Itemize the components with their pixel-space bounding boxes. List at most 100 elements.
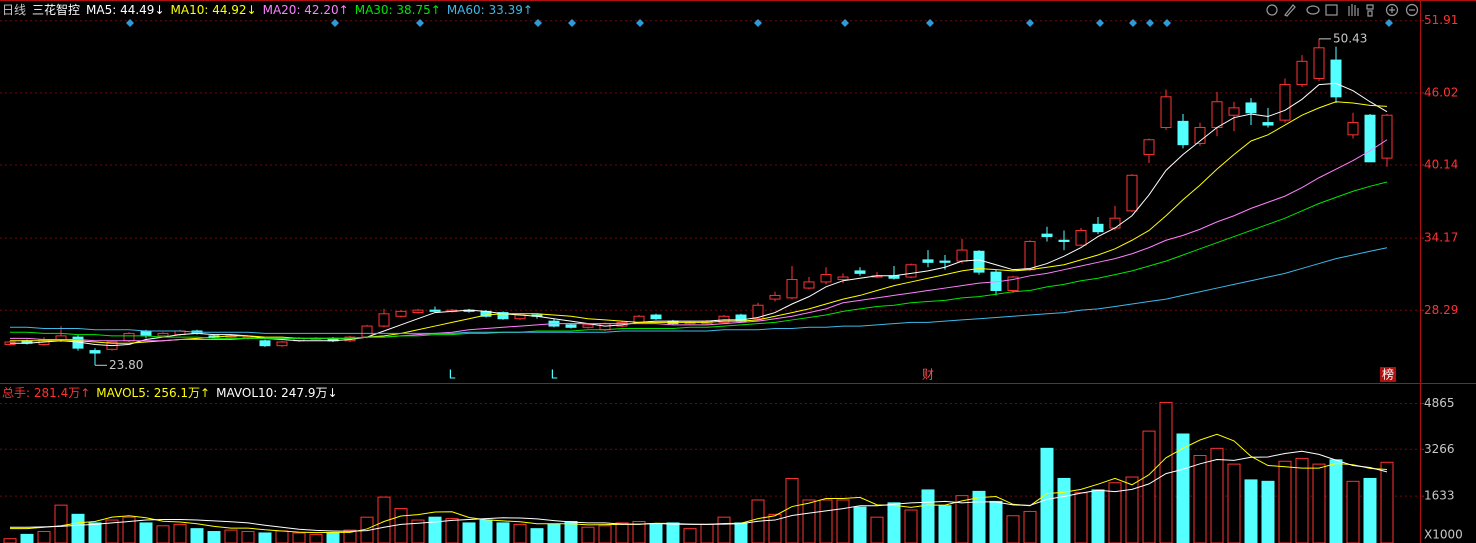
volume-bar — [802, 499, 816, 543]
event-diamond — [926, 19, 934, 27]
event-box — [1380, 367, 1396, 382]
volume-bar — [819, 499, 833, 543]
box-icon[interactable] — [1325, 4, 1338, 16]
volume-bar — [1040, 447, 1054, 543]
volume-bar — [224, 529, 238, 543]
legend-entry: MA10: 44.92↓ — [170, 3, 257, 17]
candle-body — [1228, 107, 1240, 116]
volume-bar — [20, 533, 34, 543]
volume-bar — [938, 505, 952, 543]
volume-bar — [71, 513, 85, 543]
event-diamond — [1096, 19, 1104, 27]
y-tick-label: 51.91 — [1424, 13, 1458, 27]
volume-bar — [989, 500, 1003, 543]
volume-bar — [1278, 460, 1292, 543]
event-label: 财 — [922, 368, 934, 382]
candle-body — [1177, 120, 1189, 146]
pin-icon[interactable] — [1366, 4, 1374, 17]
candle-body — [123, 332, 135, 342]
price-legend: 日线 三花智控 MA5: 44.49↓ MA10: 44.92↓ MA20: 42.… — [2, 3, 533, 17]
volume-bar — [292, 532, 306, 543]
event-label: 榜 — [1382, 367, 1394, 382]
volume-bar — [1227, 463, 1241, 543]
legend-entry: MAVOL10: 247.9万↓ — [216, 386, 338, 400]
stock-name: 三花智控 — [32, 3, 81, 17]
candle-body — [837, 276, 849, 280]
volume-bar — [547, 523, 561, 543]
candle-body — [1245, 102, 1257, 114]
y-tick-label: 3266 — [1424, 442, 1455, 456]
ma-line — [10, 450, 1388, 532]
volume-bar — [258, 532, 272, 543]
candle-body — [1279, 84, 1291, 121]
candle-body — [378, 313, 390, 327]
hand-icon[interactable] — [1348, 4, 1359, 16]
candle-body — [429, 309, 441, 312]
candle-body — [650, 314, 662, 320]
volume-bar — [1261, 480, 1275, 543]
volume-bar — [122, 516, 136, 543]
event-diamond — [534, 19, 542, 27]
event-diamond — [1163, 19, 1171, 27]
candle-body — [55, 335, 67, 341]
event-diamond — [1129, 19, 1137, 27]
view-icon[interactable] — [1306, 5, 1320, 15]
toolbar[interactable] — [1266, 3, 1419, 17]
legend-entry: MA60: 33.39↑ — [446, 3, 533, 17]
volume-bar — [921, 489, 935, 543]
legend-entry: MA5: 44.49↓ — [86, 3, 165, 17]
zoom-in-icon[interactable] — [1385, 3, 1399, 17]
volume-bar — [54, 504, 68, 543]
volume-bar — [156, 525, 170, 543]
zoom-in-plus[interactable] — [1389, 7, 1395, 13]
event-diamond — [126, 19, 134, 27]
draw-icon[interactable] — [1284, 4, 1296, 17]
period-label: 日线 — [2, 3, 27, 17]
volume-bar — [785, 477, 799, 543]
volume-bar — [1091, 489, 1105, 543]
y-tick-label: 46.02 — [1424, 85, 1458, 99]
volume-bar — [190, 528, 204, 543]
volume-bar — [394, 508, 408, 543]
volume-bar — [1193, 455, 1207, 543]
volume-bar — [462, 522, 476, 543]
candle-body — [820, 274, 832, 283]
candle-body — [412, 309, 424, 314]
volume-bar — [1142, 430, 1156, 543]
candle-body — [922, 259, 934, 263]
volume-bar — [581, 526, 595, 543]
volume-bar — [3, 538, 17, 543]
candle-body — [497, 312, 509, 320]
volume-bar — [1295, 457, 1309, 543]
settings-icon[interactable] — [1266, 4, 1278, 16]
volume-bar — [173, 523, 187, 543]
volume-bar — [513, 523, 527, 543]
candle-body — [1075, 229, 1087, 246]
volume-bar — [972, 490, 986, 543]
volume-bar — [666, 522, 680, 543]
low-label: 23.80 — [109, 358, 143, 372]
volume-bar — [241, 531, 255, 543]
unit-label: X1000 — [1424, 528, 1463, 542]
volume-bar — [1329, 459, 1343, 543]
high-label: 50.43 — [1333, 31, 1367, 45]
volume-bar — [139, 522, 153, 543]
volume-bar — [1006, 515, 1020, 543]
candle-body — [582, 324, 594, 328]
candle-body — [786, 278, 798, 299]
candle-body — [803, 281, 815, 289]
candle-body — [956, 249, 968, 262]
event-label: L — [449, 368, 456, 382]
zoom-out-icon[interactable] — [1405, 3, 1419, 17]
volume-bar — [428, 516, 442, 543]
volume-bar — [887, 502, 901, 543]
volume-bar — [1210, 447, 1224, 543]
candle-body — [140, 330, 152, 337]
volume-bar — [1023, 510, 1037, 543]
volume-bar — [1176, 433, 1190, 543]
candle-body — [633, 315, 645, 323]
volume-bar — [207, 531, 221, 543]
event-diamond — [416, 19, 424, 27]
volume-bar — [870, 516, 884, 543]
